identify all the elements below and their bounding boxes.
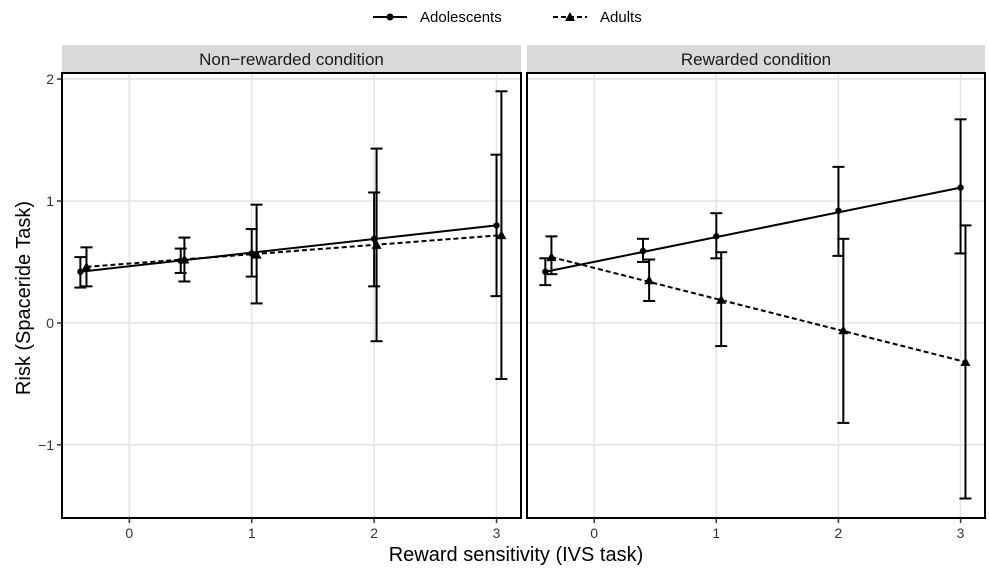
y-axis-label: Risk (Spaceride Task) — [13, 201, 35, 395]
data-point-triangle — [371, 239, 382, 249]
series-adults — [545, 224, 972, 500]
data-point-triangle — [251, 249, 262, 259]
data-point-circle — [639, 247, 647, 255]
x-tick-label: 1 — [712, 525, 720, 541]
series-adolescents — [539, 118, 967, 287]
series-adults — [80, 90, 508, 381]
series-line — [86, 234, 502, 268]
series-line — [545, 186, 961, 273]
legend: Adolescents Adults — [373, 9, 642, 26]
x-tick-label: 1 — [248, 525, 256, 541]
data-point-triangle — [644, 275, 655, 285]
series-line — [551, 256, 966, 363]
series-line — [80, 224, 497, 273]
data-point-triangle — [179, 254, 190, 264]
y-tick-label: 0 — [46, 315, 54, 331]
panel-non-rewarded: Non−rewarded condition 0 1 2 3 −1 0 1 2 — [38, 45, 522, 541]
x-axis: 0 1 2 3 — [590, 518, 965, 541]
gridlines — [527, 73, 985, 518]
legend-item-adults: Adults — [553, 9, 642, 26]
data-point-triangle — [496, 230, 507, 240]
y-tick-label: 1 — [46, 193, 54, 209]
x-tick-label: 2 — [835, 525, 843, 541]
panel-strip — [62, 45, 521, 73]
panel-border — [526, 72, 986, 519]
data-point-triangle — [546, 252, 557, 262]
panel-rewarded: Rewarded condition 0 1 2 3 — [526, 45, 986, 541]
gridlines — [62, 73, 521, 518]
data-point-circle — [493, 222, 500, 229]
x-tick-label: 3 — [493, 525, 501, 541]
data-point-circle — [957, 184, 964, 191]
x-axis: 0 1 2 3 — [125, 518, 501, 541]
legend-marker-circle — [386, 13, 394, 21]
legend-label: Adolescents — [420, 9, 502, 26]
x-tick-label: 0 — [590, 525, 598, 541]
panel-title: Non−rewarded condition — [199, 50, 384, 69]
legend-marker-triangle — [565, 12, 575, 21]
data-point-triangle — [716, 294, 727, 304]
data-point-triangle — [81, 261, 92, 271]
y-axis: −1 0 1 2 — [38, 71, 62, 453]
y-tick-label: −1 — [38, 437, 54, 453]
data-point-circle — [713, 233, 720, 240]
panel-border — [61, 72, 522, 519]
data-point-triangle — [838, 325, 849, 335]
x-tick-label: 0 — [125, 525, 133, 541]
legend-item-adolescents: Adolescents — [373, 9, 502, 26]
panel-background — [527, 73, 985, 518]
y-tick-label: 2 — [46, 71, 54, 87]
x-tick-label: 3 — [957, 525, 965, 541]
panel-strip — [527, 45, 985, 73]
x-axis-label: Reward sensitivity (IVS task) — [389, 544, 644, 566]
data-point-triangle — [960, 356, 971, 366]
panel-background — [62, 73, 521, 518]
x-tick-label: 2 — [370, 525, 378, 541]
legend-label: Adults — [600, 9, 642, 26]
panel-title: Rewarded condition — [681, 50, 831, 69]
data-point-circle — [835, 207, 842, 214]
